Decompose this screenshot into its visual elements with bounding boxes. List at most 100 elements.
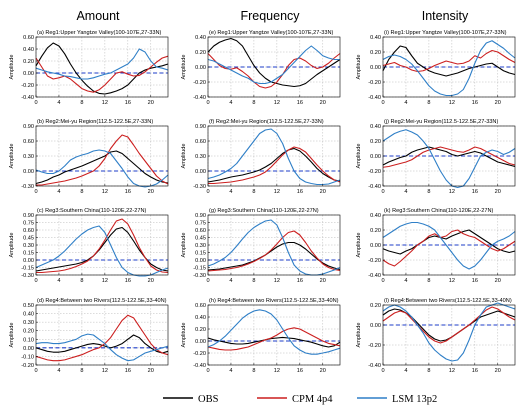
y-tick-label: 0.60 (195, 228, 206, 234)
x-tick-label: 12 (449, 100, 455, 106)
panel-j: (j) Reg2:Mei-yu Region(112.5-122.5E,27-3… (356, 119, 516, 195)
y-axis-label: Amplitude (181, 144, 187, 169)
x-tick-label: 8 (80, 278, 83, 284)
y-tick-label: 0.10 (23, 337, 34, 343)
series-line-cpm-4p4 (207, 327, 341, 351)
y-tick-label: 0.00 (195, 169, 206, 175)
x-tick-label: 0 (34, 189, 37, 195)
x-tick-label: 20 (148, 278, 154, 284)
y-tick-label: 0.40 (195, 315, 206, 321)
x-tick-label: 4 (229, 278, 232, 284)
y-tick-label: 0.00 (195, 339, 206, 345)
y-tick-label: 0.60 (23, 139, 34, 145)
y-axis-label: Amplitude (356, 144, 362, 169)
series-line-cpm-4p4 (208, 146, 341, 185)
plot-frame (207, 304, 341, 366)
panel-title: (b) Reg2:Mei-yu Region(112.5-122.5E,27-3… (37, 119, 153, 125)
x-tick-label: 4 (229, 189, 232, 195)
x-tick-label: 20 (495, 368, 501, 374)
x-tick-label: 8 (252, 100, 255, 106)
panel-title: (d) Reg4:Between two Rivers(112.5-122.5E… (37, 298, 167, 304)
x-tick-label: 8 (80, 189, 83, 195)
y-tick-label: 0.60 (23, 35, 34, 41)
y-tick-label: 0.40 (370, 35, 381, 41)
x-tick-label: 0 (381, 189, 384, 195)
x-tick-label: 12 (274, 100, 280, 106)
series-line-cpm-4p4 (382, 146, 516, 168)
x-tick-label: 4 (229, 100, 232, 106)
plot-frame (35, 36, 169, 98)
series-line-obs (382, 146, 516, 168)
panel-h: (h) Reg4:Between two Rivers(112.5-122.5E… (181, 298, 341, 374)
x-tick-label: 4 (404, 278, 407, 284)
y-tick-label: 0.00 (370, 154, 381, 160)
x-tick-label: 20 (320, 368, 326, 374)
x-tick-label: 16 (125, 368, 131, 374)
y-tick-label: 0.45 (23, 236, 34, 242)
y-tick-label: 0.00 (23, 169, 34, 175)
panel-k: (k) Reg3:Southern China(110-120E,22-27N)… (356, 208, 516, 284)
y-tick-label: 0.20 (23, 329, 34, 335)
panel-title: (a) Reg1:Upper Yangtze Valley(100-107E,2… (37, 30, 162, 36)
x-tick-label: 12 (449, 189, 455, 195)
y-tick-label: 0.00 (23, 258, 34, 264)
x-tick-label: 16 (297, 368, 303, 374)
series-line-cpm-4p4 (36, 134, 169, 186)
y-tick-label: 0.20 (23, 59, 34, 65)
y-tick-label: 0.30 (195, 243, 206, 249)
y-axis-label: Amplitude (181, 55, 187, 80)
series-line-cpm-4p4 (382, 229, 516, 267)
series-line-lsm-13p2 (382, 221, 516, 270)
y-tick-label: 0.30 (23, 320, 34, 326)
y-tick-label: -0.20 (368, 258, 381, 264)
y-tick-label: 0.15 (23, 251, 34, 257)
y-tick-label: 0.20 (195, 50, 206, 56)
panel-title: (g) Reg3:Southern China(110-120E,22-27N) (209, 208, 319, 214)
x-tick-label: 0 (34, 368, 37, 374)
y-tick-label: 0.15 (195, 251, 206, 257)
panel-title: (i) Reg1:Upper Yangtze Valley(100-107E,2… (384, 30, 507, 36)
y-tick-label: -0.20 (193, 80, 206, 86)
column-title-intensity: Intensity (422, 9, 469, 23)
y-tick-label: -0.20 (21, 83, 34, 89)
series-line-obs (207, 147, 341, 183)
x-tick-label: 8 (252, 278, 255, 284)
x-tick-label: 12 (102, 189, 108, 195)
x-tick-label: 0 (381, 278, 384, 284)
series-line-obs (35, 226, 169, 272)
series-line-obs (382, 229, 516, 255)
y-tick-label: 0.00 (23, 346, 34, 352)
x-tick-label: 4 (404, 189, 407, 195)
y-tick-label: -0.40 (368, 273, 381, 279)
plot-frame (35, 304, 169, 366)
y-axis-label: Amplitude (9, 55, 15, 80)
x-tick-label: 8 (252, 368, 255, 374)
x-tick-label: 20 (495, 189, 501, 195)
series-line-obs (207, 336, 341, 348)
column-title-frequency: Frequency (240, 9, 300, 23)
y-tick-label: 0.00 (195, 65, 206, 71)
y-tick-label: 0.20 (370, 228, 381, 234)
y-tick-label: -0.20 (193, 351, 206, 357)
x-tick-label: 4 (57, 100, 60, 106)
panel-e: (e) Reg1:Upper Yangtze Valley(100-107E,2… (181, 30, 341, 106)
y-tick-label: -0.40 (368, 95, 381, 101)
panel-title: (e) Reg1:Upper Yangtze Valley(100-107E,2… (209, 30, 334, 36)
y-tick-label: -0.30 (193, 273, 206, 279)
y-tick-label: -0.15 (193, 266, 206, 272)
y-tick-label: 0.00 (370, 65, 381, 71)
y-tick-label: 0.30 (195, 154, 206, 160)
y-tick-label: 0.75 (23, 221, 34, 227)
series-line-obs (35, 42, 169, 95)
x-tick-label: 16 (125, 189, 131, 195)
x-tick-label: 4 (57, 278, 60, 284)
y-tick-label: 0.90 (23, 124, 34, 130)
column-titles: Amount Frequency Intensity (76, 9, 469, 23)
series-line-cpm-4p4 (382, 49, 516, 73)
panel-b: (b) Reg2:Mei-yu Region(112.5-122.5E,27-3… (9, 119, 169, 195)
y-tick-label: 0.90 (195, 124, 206, 130)
series-line-lsm-13p2 (207, 309, 341, 355)
x-tick-label: 20 (320, 100, 326, 106)
panel-title: (h) Reg4:Between two Rivers(112.5-122.5E… (209, 298, 339, 304)
